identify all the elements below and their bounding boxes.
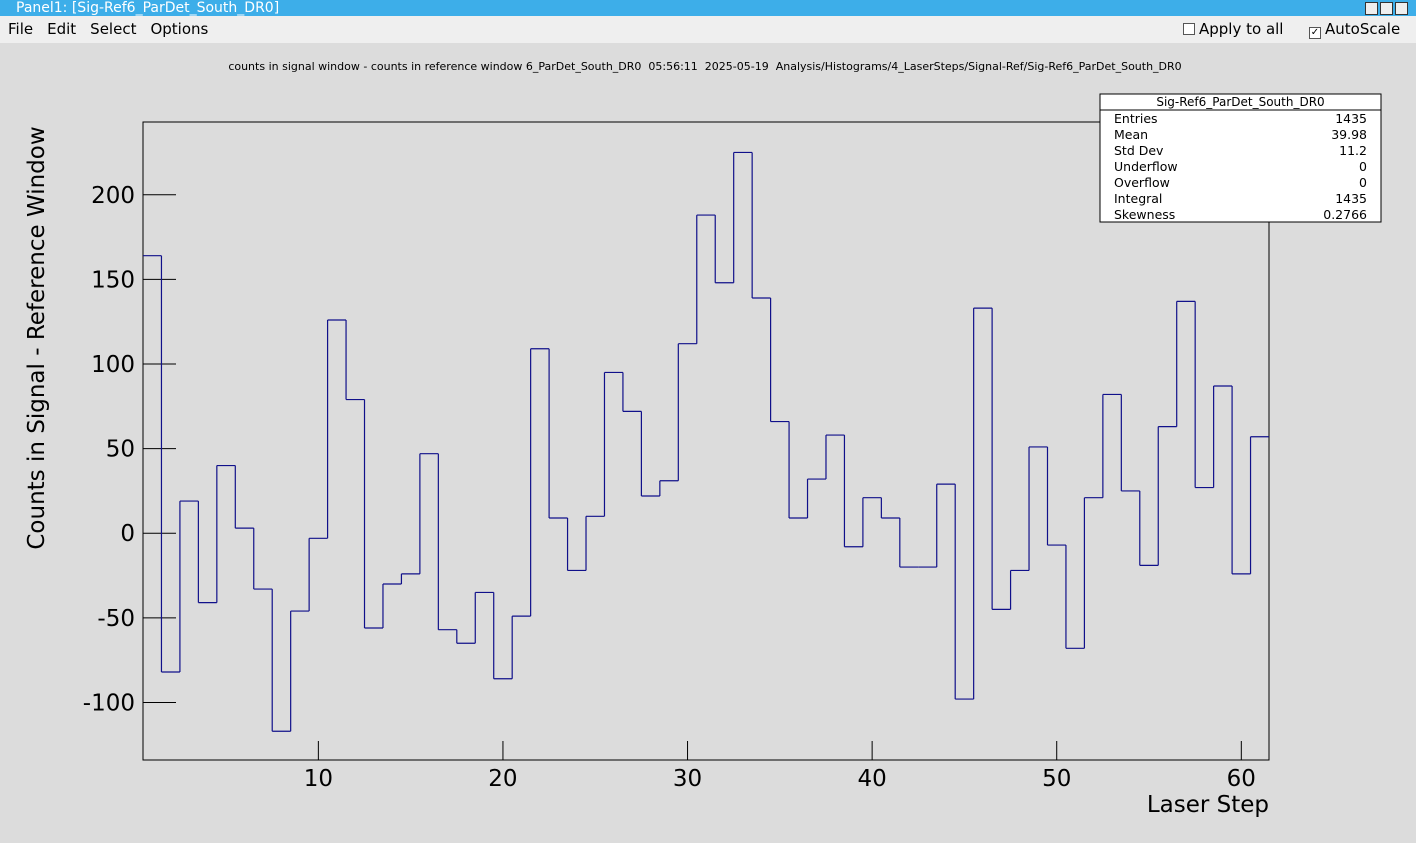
y-tick-label: -50 [97,606,135,632]
y-tick-label: 50 [106,437,135,463]
minimize[interactable] [1365,2,1378,15]
y-tick-label: 200 [91,183,135,209]
stats-value: 0 [1359,175,1367,190]
stats-value: 1435 [1335,111,1367,126]
title-bar: Panel1: [Sig-Ref6_ParDet_South_DR0] [0,0,1416,16]
stats-name: Entries [1114,111,1158,126]
checkbox[interactable]: Apply to all [1183,16,1283,43]
stats-value: 0 [1359,159,1367,174]
checkbox[interactable]: ✓ AutoScale [1309,16,1400,43]
maximize[interactable] [1380,2,1393,15]
menu-item[interactable]: Options [150,20,209,38]
stats-value: 11.2 [1339,143,1367,158]
stats-box [1099,93,1382,223]
x-axis-title: Laser Step [1147,792,1269,818]
menu-bar: File Edit Select Options Apply to all ✓ Auto… [0,16,1416,43]
stats-value: 0.2766 [1323,207,1367,222]
stats-title: Sig-Ref6_ParDet_South_DR0 [1156,95,1324,109]
y-tick-label: -100 [83,690,135,716]
x-tick-label: 60 [1227,766,1256,792]
y-tick-label: 0 [120,521,135,547]
menu-item[interactable]: Select [90,20,137,38]
x-tick-label: 40 [857,766,886,792]
chart-title: counts in signal window - counts in refe… [228,60,1181,73]
check-box [1183,23,1195,35]
stats-name: Underflow [1114,159,1178,174]
menu-item[interactable]: File [8,20,34,38]
stats-name: Overflow [1114,175,1170,190]
stats-value: 39.98 [1331,127,1367,142]
menu-item[interactable]: Edit [47,20,77,38]
x-tick-label: 10 [304,766,333,792]
close[interactable] [1395,2,1408,15]
stats-name: Mean [1114,127,1148,142]
checkbox-label: AutoScale [1325,20,1401,38]
check-box: ✓ [1309,27,1321,39]
stats-value: 1435 [1335,191,1367,206]
y-axis-title: Counts in Signal - Reference Window [24,126,50,549]
x-tick-label: 30 [673,766,702,792]
y-tick-label: 100 [91,352,135,378]
checkbox-label: Apply to all [1199,20,1284,38]
stats-name: Integral [1114,191,1162,206]
frame [142,121,1270,761]
stats-name: Skewness [1114,207,1175,222]
stats-name: Std Dev [1114,143,1164,158]
x-tick-label: 50 [1042,766,1071,792]
x-tick-label: 20 [488,766,517,792]
window-title: Panel1: [Sig-Ref6_ParDet_South_DR0] [16,0,280,16]
y-tick-label: 150 [91,267,135,293]
